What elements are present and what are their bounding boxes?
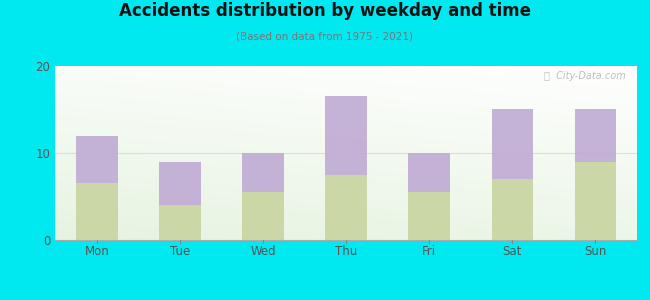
Bar: [408, 192, 450, 240]
Bar: [326, 175, 367, 240]
Bar: [76, 136, 118, 183]
Bar: [242, 192, 284, 240]
Bar: [159, 205, 201, 240]
Bar: [408, 153, 450, 192]
Bar: [159, 162, 201, 205]
Text: ⓘ  City-Data.com: ⓘ City-Data.com: [543, 71, 625, 81]
Bar: [242, 153, 284, 192]
Bar: [491, 110, 533, 179]
Bar: [491, 179, 533, 240]
Bar: [326, 96, 367, 175]
Bar: [575, 162, 616, 240]
Bar: [575, 110, 616, 162]
Text: Accidents distribution by weekday and time: Accidents distribution by weekday and ti…: [119, 2, 531, 20]
Text: (Based on data from 1975 - 2021): (Based on data from 1975 - 2021): [237, 32, 413, 41]
Bar: [76, 183, 118, 240]
